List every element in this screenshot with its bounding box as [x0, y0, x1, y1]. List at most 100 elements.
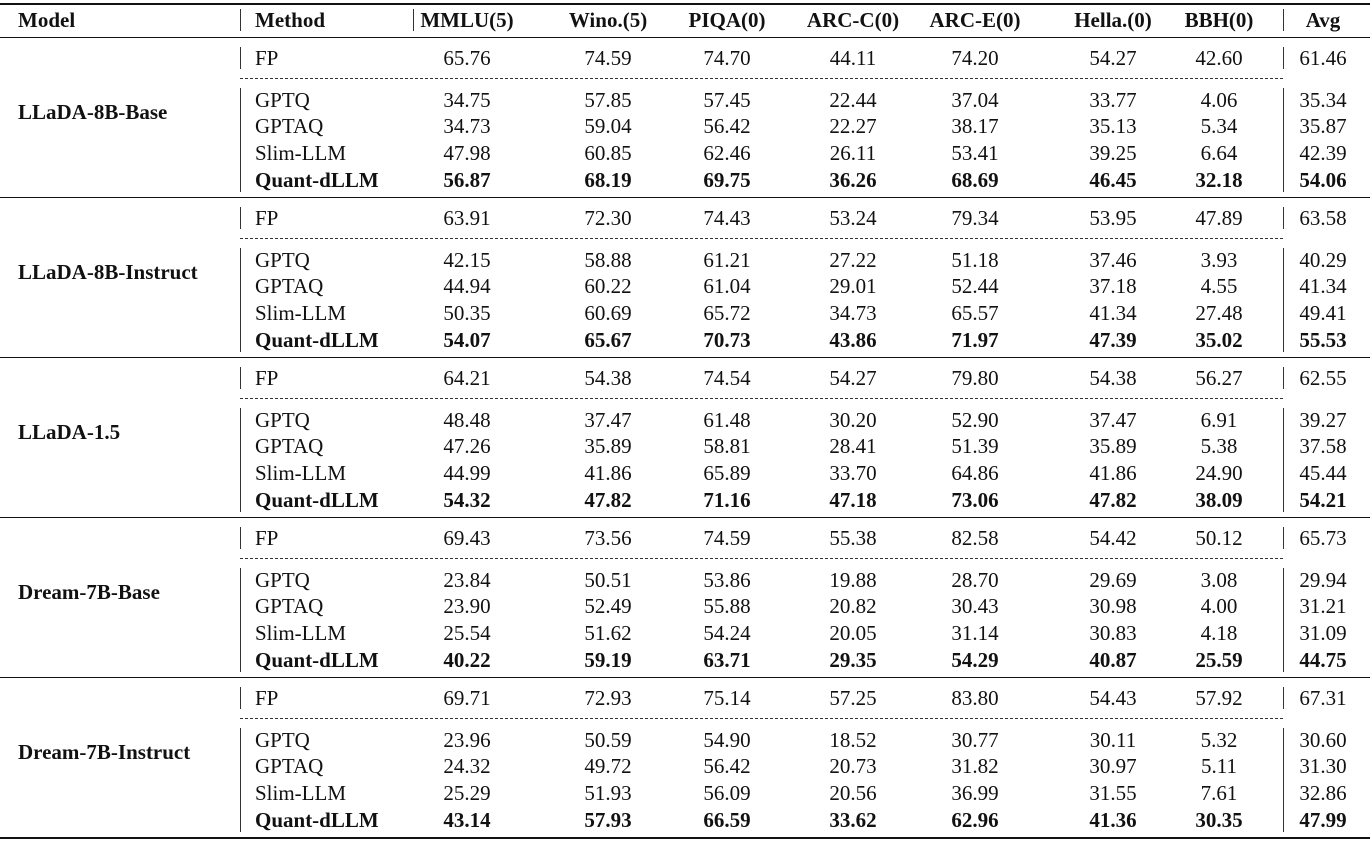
score: 49.72 [584, 754, 632, 778]
score: 60.69 [584, 301, 632, 325]
method-name: FP [255, 526, 279, 550]
score: 46.45 [1089, 168, 1137, 192]
score: 54.21 [1299, 488, 1347, 512]
score: 71.97 [951, 328, 999, 352]
score: 54.24 [703, 621, 751, 645]
score: 25.59 [1195, 648, 1243, 672]
score: 28.70 [951, 568, 999, 592]
row-divider [240, 207, 242, 229]
score: 56.42 [703, 754, 751, 778]
group-rule [0, 677, 1370, 679]
method-name: Slim-LLM [255, 141, 347, 165]
score: 54.06 [1299, 168, 1347, 192]
score: 73.56 [584, 526, 632, 550]
group-rule [0, 357, 1370, 359]
model-name: LLaDA-8B-Base [18, 100, 168, 124]
column-header: ARC-E(0) [929, 8, 1021, 32]
score: 62.96 [951, 808, 999, 832]
method-name: FP [255, 206, 279, 230]
score: 64.86 [951, 461, 999, 485]
method-name: GPTAQ [255, 754, 324, 778]
row-divider [1283, 207, 1285, 229]
score: 61.04 [703, 274, 751, 298]
method-name: GPTQ [255, 88, 310, 112]
score: 5.34 [1200, 114, 1238, 138]
group-rule [0, 517, 1370, 519]
group-rule [0, 197, 1370, 199]
method-name: FP [255, 46, 279, 70]
score: 55.38 [829, 526, 877, 550]
score: 56.42 [703, 114, 751, 138]
score: 41.36 [1089, 808, 1137, 832]
score: 18.52 [829, 728, 877, 752]
score: 72.93 [584, 686, 632, 710]
row-divider [1283, 527, 1285, 549]
score: 35.02 [1195, 328, 1243, 352]
method-name: FP [255, 686, 279, 710]
score: 37.04 [951, 88, 999, 112]
score: 57.45 [703, 88, 751, 112]
score: 32.86 [1299, 781, 1347, 805]
score: 61.21 [703, 248, 751, 272]
score: 30.60 [1299, 728, 1347, 752]
score: 55.53 [1299, 328, 1347, 352]
score: 30.35 [1195, 808, 1243, 832]
score: 74.43 [703, 206, 751, 230]
score: 37.46 [1089, 248, 1137, 272]
score: 5.32 [1200, 728, 1238, 752]
score: 69.71 [443, 686, 491, 710]
score: 30.20 [829, 408, 877, 432]
score: 51.62 [584, 621, 632, 645]
score: 35.34 [1299, 88, 1347, 112]
header-rule [0, 37, 1370, 39]
score: 35.89 [584, 434, 632, 458]
score: 57.25 [829, 686, 877, 710]
score: 20.56 [829, 781, 877, 805]
score: 47.18 [829, 488, 877, 512]
score: 48.48 [443, 408, 491, 432]
score: 51.39 [951, 434, 999, 458]
method-name: Quant-dLLM [255, 168, 379, 192]
column-header: MMLU(5) [420, 8, 514, 32]
score: 50.51 [584, 568, 632, 592]
score: 30.97 [1089, 754, 1137, 778]
score: 70.73 [703, 328, 751, 352]
top-rule [0, 3, 1370, 5]
column-header: Avg [1305, 8, 1341, 32]
model-name: Dream-7B-Instruct [18, 740, 191, 764]
score: 37.47 [1089, 408, 1137, 432]
separator-dashed [240, 238, 1283, 239]
method-name: Quant-dLLM [255, 328, 379, 352]
column-header: Method [255, 8, 325, 32]
score: 33.77 [1089, 88, 1137, 112]
score: 3.08 [1200, 568, 1238, 592]
score: 56.87 [443, 168, 491, 192]
score: 44.94 [443, 274, 491, 298]
score: 30.77 [951, 728, 999, 752]
score: 57.85 [584, 88, 632, 112]
score: 41.34 [1299, 274, 1347, 298]
row-divider [240, 687, 242, 709]
score: 43.14 [443, 808, 491, 832]
score: 41.86 [1089, 461, 1137, 485]
row-divider [1283, 248, 1285, 352]
method-name: GPTQ [255, 728, 310, 752]
score: 40.29 [1299, 248, 1347, 272]
row-divider [240, 408, 242, 512]
score: 54.27 [1089, 46, 1137, 70]
method-name: Slim-LLM [255, 781, 347, 805]
separator-dashed [240, 558, 1283, 559]
row-divider [240, 88, 242, 192]
score: 23.96 [443, 728, 491, 752]
score: 83.80 [951, 686, 999, 710]
header-divider [413, 9, 415, 31]
score: 74.59 [584, 46, 632, 70]
score: 7.61 [1200, 781, 1238, 805]
score: 52.49 [584, 594, 632, 618]
method-name: Quant-dLLM [255, 808, 379, 832]
score: 4.00 [1200, 594, 1238, 618]
header-divider [240, 9, 242, 31]
score: 25.29 [443, 781, 491, 805]
score: 35.87 [1299, 114, 1347, 138]
score: 53.86 [703, 568, 751, 592]
